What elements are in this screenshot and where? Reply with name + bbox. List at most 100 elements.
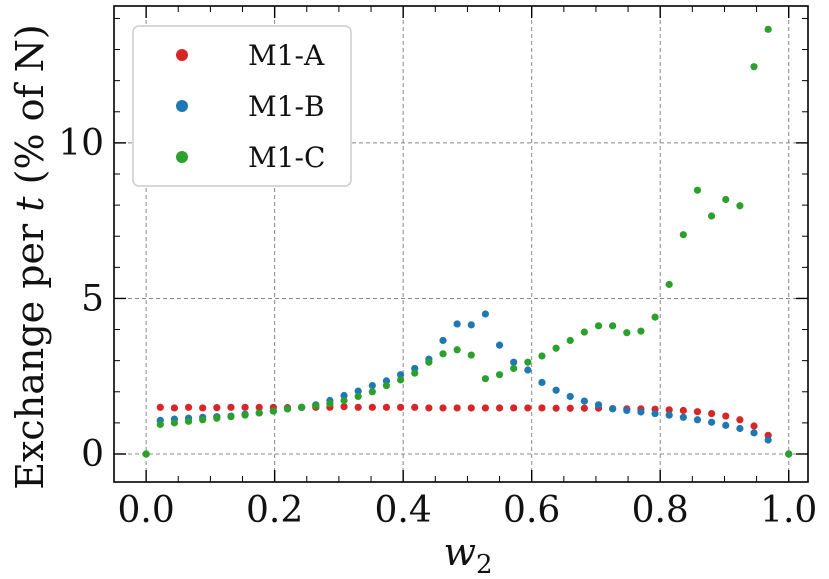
x-axis-title-var: w <box>443 530 476 574</box>
point-m1-c <box>722 195 730 204</box>
point-m1-c <box>510 364 518 373</box>
point-m1-a <box>255 403 263 411</box>
point-m1-b <box>439 336 447 345</box>
point-m1-c <box>785 450 793 458</box>
tick-labels: 0.0 0.2 0.4 0.6 0.8 1.0 0 5 10 <box>58 123 817 531</box>
legend: M1-A M1-B M1-C <box>132 25 352 187</box>
y-axis-title: Exchange per t (% of N) <box>8 24 52 489</box>
point-m1-a <box>425 404 433 412</box>
point-m1-b <box>524 366 532 374</box>
point-m1-a <box>467 404 475 412</box>
point-m1-c <box>269 407 277 415</box>
legend-marker-m1-a <box>176 49 188 61</box>
point-m1-c <box>241 411 249 419</box>
y-tick-label: 10 <box>58 123 104 164</box>
point-m1-b <box>453 320 461 328</box>
point-m1-c <box>255 409 263 417</box>
point-m1-a <box>396 403 405 411</box>
point-m1-c <box>708 212 716 220</box>
point-m1-a <box>524 404 532 412</box>
point-m1-b <box>736 424 744 433</box>
x-axis-title-subscript: 2 <box>476 550 493 579</box>
point-m1-c <box>382 381 391 390</box>
point-m1-a <box>453 404 461 412</box>
series-m1-c <box>142 25 793 458</box>
point-m1-c <box>396 376 405 384</box>
point-m1-c <box>170 419 179 427</box>
point-m1-b <box>368 381 376 390</box>
point-m1-c <box>764 25 772 33</box>
point-m1-b <box>538 378 546 387</box>
point-m1-c <box>495 371 504 379</box>
point-m1-c <box>566 336 574 345</box>
legend-marker-m1-c <box>176 151 188 163</box>
series-m1-b <box>142 310 793 458</box>
point-m1-a <box>538 404 546 412</box>
point-m1-c <box>298 403 306 411</box>
x-tick-label: 0.6 <box>503 490 560 531</box>
point-m1-b <box>679 413 687 421</box>
point-m1-b <box>580 397 588 405</box>
point-m1-c <box>665 280 673 289</box>
point-m1-a <box>736 416 744 424</box>
point-m1-c <box>368 388 376 396</box>
y-axis-title-prefix: Exchange per <box>8 212 52 490</box>
point-m1-c <box>623 329 631 337</box>
point-m1-a <box>354 403 362 411</box>
point-m1-c <box>609 322 617 330</box>
series-m1-a <box>142 403 793 458</box>
point-m1-c <box>184 417 193 425</box>
point-m1-c <box>736 202 744 210</box>
point-m1-b <box>354 387 362 395</box>
point-m1-a <box>340 403 348 411</box>
point-m1-a <box>241 403 249 411</box>
point-m1-c <box>354 392 362 401</box>
point-m1-a <box>510 404 518 412</box>
x-tick-label: 0.4 <box>375 490 432 531</box>
point-m1-a <box>411 403 419 411</box>
point-m1-c <box>283 405 292 413</box>
point-m1-c <box>411 369 419 377</box>
point-m1-c <box>340 396 348 405</box>
point-m1-a <box>679 406 687 415</box>
point-m1-b <box>722 421 730 429</box>
legend-label-m1-c: M1-C <box>248 141 325 174</box>
axis-ticks <box>114 6 808 482</box>
x-tick-label: 1.0 <box>760 490 817 531</box>
point-m1-c <box>142 450 150 458</box>
legend-box <box>132 25 352 187</box>
point-m1-a <box>199 404 207 412</box>
point-m1-a <box>156 403 164 411</box>
x-tick-label: 0.2 <box>246 490 303 531</box>
point-m1-c <box>750 63 758 71</box>
point-m1-b <box>495 341 504 349</box>
point-m1-b <box>467 321 475 329</box>
point-m1-a <box>184 403 193 411</box>
point-m1-b <box>552 386 560 394</box>
point-m1-a <box>368 403 376 411</box>
y-tick-label: 0 <box>81 434 104 475</box>
point-m1-b <box>623 406 631 415</box>
point-m1-b <box>637 408 645 416</box>
point-m1-b <box>665 411 673 419</box>
point-m1-c <box>467 351 475 359</box>
point-m1-b <box>764 436 772 444</box>
point-m1-c <box>326 400 334 408</box>
point-m1-b <box>340 391 348 400</box>
point-m1-a <box>382 403 391 411</box>
point-m1-c <box>213 414 221 422</box>
point-m1-a <box>227 403 235 411</box>
point-m1-b <box>594 401 603 409</box>
point-m1-a <box>481 404 490 412</box>
point-m1-a <box>495 404 504 412</box>
point-m1-c <box>312 402 320 410</box>
point-m1-b <box>481 310 490 318</box>
point-m1-c <box>538 352 546 360</box>
point-m1-a <box>580 404 588 412</box>
point-m1-b <box>566 392 574 401</box>
legend-label-m1-b: M1-B <box>248 90 325 123</box>
point-m1-a <box>722 412 730 420</box>
x-axis-title: w2 <box>443 530 492 579</box>
point-m1-c <box>156 420 164 429</box>
